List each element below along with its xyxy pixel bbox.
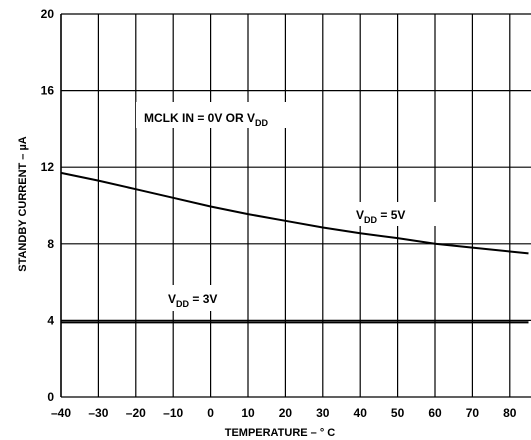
x-tick-label: 40 <box>354 406 368 420</box>
x-tick-label: 80 <box>503 406 517 420</box>
x-tick-label: –30 <box>88 406 108 420</box>
x-tick-label: –20 <box>126 406 146 420</box>
y-tick-labels: 0 4 8 12 16 20 <box>41 7 55 404</box>
series-line-vdd-5v <box>60 171 529 255</box>
x-tick-label: 10 <box>241 406 255 420</box>
series-lines <box>60 171 529 324</box>
y-tick-label: 8 <box>47 237 54 251</box>
y-tick-label: 0 <box>47 390 54 404</box>
x-tick-label: 60 <box>428 406 442 420</box>
y-tick-label: 20 <box>41 7 55 21</box>
y-axis-title: STANDBY CURRENT – µA <box>17 136 29 272</box>
x-tick-label: –40 <box>51 406 71 420</box>
series-label-vdd-5v: VDD = 5V <box>356 208 405 225</box>
x-tick-labels: –40 –30 –20 –10 0 10 20 30 40 50 60 70 80 <box>51 406 517 420</box>
x-tick-label: 50 <box>391 406 405 420</box>
label-5v-bg <box>350 202 436 226</box>
x-tick-label: –10 <box>163 406 183 420</box>
x-tick-label: 70 <box>466 406 480 420</box>
grid <box>60 13 531 398</box>
x-axis-title: TEMPERATURE – ° C <box>225 427 336 439</box>
condition-label-bg <box>136 102 316 128</box>
label-3v-bg <box>162 285 246 311</box>
y-tick-label: 12 <box>41 160 55 174</box>
condition-label: MCLK IN = 0V OR VDD <box>144 111 269 128</box>
x-tick-label: 30 <box>316 406 330 420</box>
x-tick-label: 20 <box>279 406 293 420</box>
x-tick-label: 0 <box>207 406 214 420</box>
y-tick-label: 4 <box>47 313 54 327</box>
series-label-vdd-3v: VDD = 3V <box>168 292 217 309</box>
y-tick-label: 16 <box>41 84 55 98</box>
